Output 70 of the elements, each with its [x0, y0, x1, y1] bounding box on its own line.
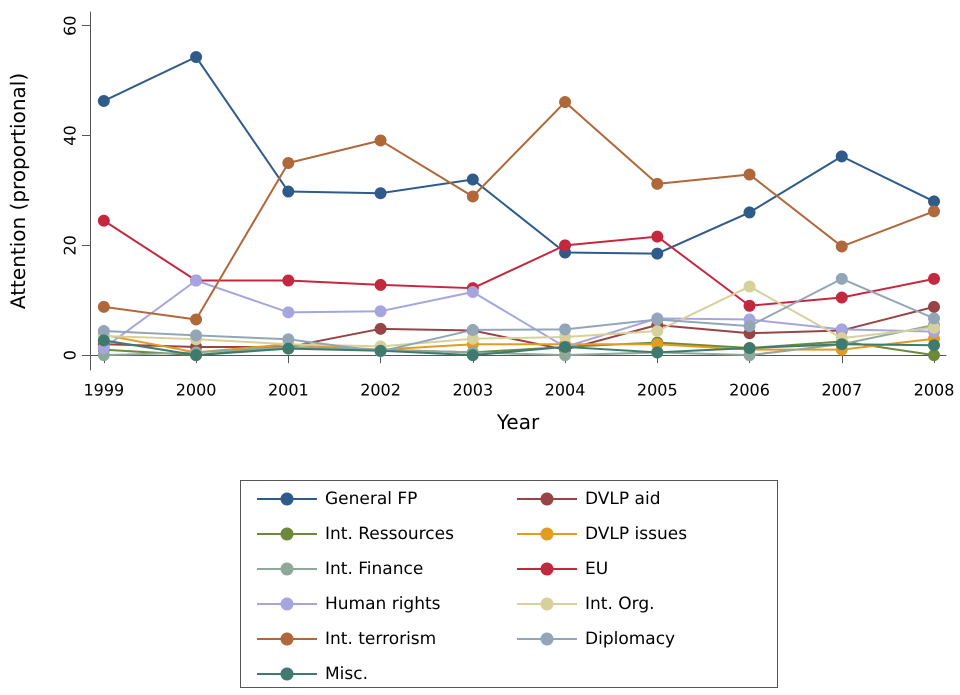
point [466, 190, 479, 202]
legend-label: Human rights [325, 594, 441, 614]
point [928, 312, 940, 324]
x-tick-label: 2002 [360, 380, 401, 400]
x-tick-label: 2004 [544, 380, 586, 400]
point [190, 329, 202, 342]
point [928, 339, 940, 352]
point [928, 349, 940, 362]
point [374, 305, 387, 318]
point [836, 150, 848, 162]
legend-label: Misc. [325, 664, 368, 684]
x-tick-label: 2003 [452, 380, 494, 400]
point [190, 313, 202, 326]
point [836, 272, 848, 285]
point [374, 322, 387, 335]
point [282, 157, 294, 169]
point [374, 134, 387, 146]
x-tick-label: 2001 [268, 380, 309, 400]
point [928, 272, 940, 285]
point [744, 206, 756, 218]
point [559, 323, 572, 336]
point [651, 230, 664, 243]
point [282, 306, 294, 318]
point [651, 248, 664, 260]
x-tick-label: 2006 [729, 380, 770, 400]
legend-label: Int. Org. [585, 594, 655, 614]
point [928, 300, 940, 313]
legend-label: Diplomacy [585, 629, 676, 649]
point [374, 187, 387, 200]
point [282, 186, 294, 198]
x-tick-label: 2008 [914, 380, 954, 400]
x-tick-label: 1999 [83, 380, 124, 400]
point [928, 195, 940, 208]
legend-label: DVLP issues [585, 524, 688, 544]
point [374, 278, 387, 291]
legend-label: Int. Ressources [325, 524, 454, 544]
y-tick-label: 40 [60, 125, 80, 146]
x-axis-title: Year [496, 410, 540, 434]
point [98, 334, 110, 346]
legend-label: Int. Finance [325, 559, 424, 579]
point [744, 168, 756, 181]
point [651, 178, 664, 190]
legend-label: EU [585, 559, 608, 579]
point [98, 94, 110, 107]
y-tick-label: 60 [60, 16, 80, 36]
point [559, 239, 572, 252]
point [466, 173, 479, 186]
x-tick-label: 2005 [636, 380, 678, 400]
legend-label: DVLP aid [585, 489, 660, 509]
point [282, 274, 294, 286]
x-tick-label: 2007 [821, 380, 862, 400]
point [928, 205, 940, 218]
point [836, 240, 848, 252]
y-tick-label: 20 [60, 235, 80, 256]
point [190, 51, 202, 64]
legend-label: General FP [325, 489, 418, 509]
point [744, 300, 756, 312]
point [559, 96, 572, 108]
legend-label: Int. terrorism [325, 629, 436, 649]
point [466, 349, 479, 362]
point [651, 325, 664, 338]
point [98, 300, 110, 313]
point [466, 286, 479, 298]
y-axis-title: Attention (proportional) [6, 72, 30, 310]
y-tick-label: 0 [60, 350, 80, 360]
point [98, 214, 110, 227]
point [744, 280, 756, 293]
x-tick-label: 2000 [176, 380, 216, 400]
point [836, 292, 848, 304]
point [744, 320, 756, 332]
